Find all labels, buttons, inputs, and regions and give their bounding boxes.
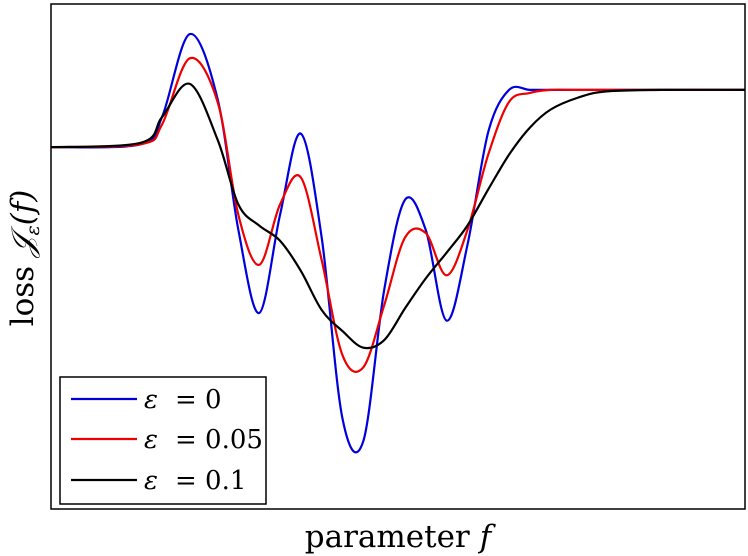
legend-value: = 0 [175, 385, 222, 415]
legend-entry: ε = 0 [71, 385, 222, 415]
legend-symbol: ε [144, 425, 158, 455]
series-line-1 [50, 56, 745, 373]
x-axis-label: parameter f [305, 519, 497, 555]
y-axis-label: loss𝒥ε(f) [5, 190, 44, 327]
legend-symbol: ε [144, 466, 158, 496]
series-layer [50, 32, 746, 454]
legend-entry: ε = 0.05 [71, 425, 263, 455]
legend-symbol: ε [144, 385, 158, 415]
legend-value: = 0.05 [175, 425, 263, 455]
legend: ε = 0 ε = 0.05 ε = 0.1 [59, 376, 267, 505]
plot-frame [50, 3, 746, 510]
series-line-2 [50, 82, 746, 350]
legend-entry: ε = 0.1 [71, 466, 246, 496]
legend-value: = 0.1 [175, 466, 246, 496]
